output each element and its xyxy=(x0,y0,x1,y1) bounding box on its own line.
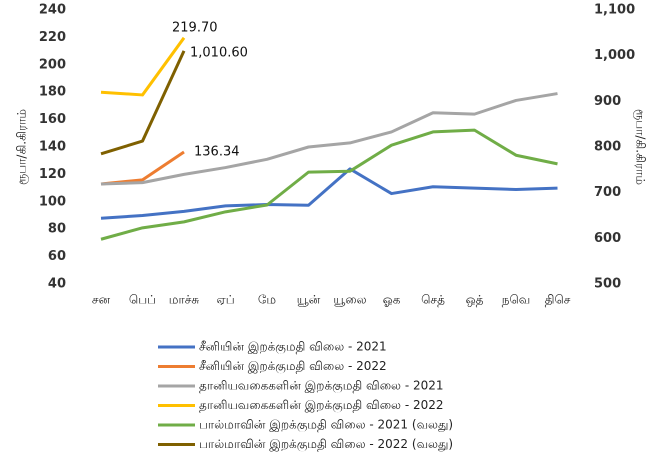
data-label: 1,010.60 xyxy=(190,45,248,60)
y2-tick-label: 1,100 xyxy=(594,3,635,18)
x-tick-label: பெப் xyxy=(129,293,156,307)
x-tick-label: ஓக xyxy=(383,293,401,307)
x-tick-label: செத் xyxy=(421,293,445,307)
line-series xyxy=(100,50,186,156)
legend-label: சீனியின் இறக்குமதி விலை - 2022 xyxy=(199,359,387,374)
x-tick-label: மாச்சு xyxy=(169,293,200,307)
line-series xyxy=(100,36,186,97)
x-tick-label: மே xyxy=(258,293,276,307)
line-series xyxy=(100,92,558,186)
y-tick-label: 80 xyxy=(48,222,66,237)
y-tick-label: 120 xyxy=(39,167,66,182)
y-tick-label: 220 xyxy=(39,30,66,45)
y2-tick-label: 1,000 xyxy=(594,48,635,63)
y-tick-label: 240 xyxy=(39,3,66,18)
x-tick-label: யூலை xyxy=(333,293,366,307)
legend-label: பால்மாவின் இறக்குமதி விலை - 2021 (வலது) xyxy=(199,418,453,433)
x-tick-label: ஏப் xyxy=(216,293,234,307)
legend-label: தானியவகைகளின் இறக்குமதி விலை - 2022 xyxy=(199,398,444,413)
y2-tick-label: 900 xyxy=(594,94,621,109)
line-series xyxy=(100,128,558,241)
x-tick-label: யூன் xyxy=(297,293,321,307)
y2-tick-label: 700 xyxy=(594,185,621,200)
x-tick-label: சன xyxy=(92,293,111,307)
data-label: 136.34 xyxy=(194,145,240,160)
line-series xyxy=(100,167,558,220)
legend-label: தானியவகைகளின் இறக்குமதி விலை - 2021 xyxy=(199,379,444,394)
y2-tick-label: 500 xyxy=(594,277,621,292)
y-tick-label: 180 xyxy=(39,85,66,100)
y-tick-label: 40 xyxy=(48,277,66,292)
y-axis-label: ரூபா/கி.கிராம் xyxy=(15,109,30,185)
x-tick-label: திசெ xyxy=(545,293,571,307)
y-tick-label: 140 xyxy=(39,140,66,155)
x-tick-label: ஒத் xyxy=(466,293,484,307)
data-label: 219.70 xyxy=(172,20,218,35)
x-tick-label: நவெ xyxy=(502,293,531,307)
y-tick-label: 60 xyxy=(48,249,66,264)
y2-tick-label: 800 xyxy=(594,140,621,155)
legend-label: சீனியின் இறக்குமதி விலை - 2021 xyxy=(199,340,387,355)
y-tick-label: 200 xyxy=(39,57,66,72)
y-tick-label: 160 xyxy=(39,112,66,127)
y2-tick-label: 600 xyxy=(594,231,621,246)
y2-axis-label: ரூபா/கி.கிராம் xyxy=(633,109,648,185)
y-tick-label: 100 xyxy=(39,194,66,209)
line-series xyxy=(100,150,185,186)
legend-label: பால்மாவின் இறக்குமதி விலை - 2022 (வலது) xyxy=(199,437,453,452)
